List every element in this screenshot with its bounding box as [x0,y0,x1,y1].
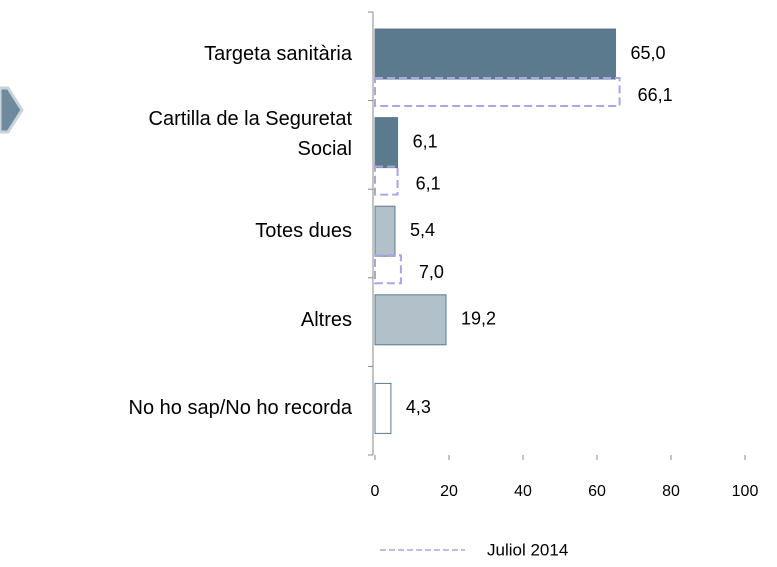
value-label: 7,0 [419,262,444,282]
bar-outline [374,77,621,107]
category-label: Cartilla de la Seguretat Social [148,107,352,160]
x-tick-label: 100 [732,483,759,500]
bar [374,382,392,434]
value-label: 6,1 [413,131,438,151]
legend-label: Juliol 2014 [487,540,568,559]
bar-outline [374,165,399,196]
value-label: 19,2 [461,309,496,329]
bar [374,205,396,257]
x-tick-label: 80 [662,483,680,500]
bar [374,294,447,346]
category-label: Targeta sanitària [204,43,352,65]
category-label: No ho sap/No ho recorda [128,397,352,420]
value-label: 66,1 [638,85,673,105]
bar-outline [374,254,402,285]
x-tick-label: 20 [440,483,458,500]
bar [374,117,399,169]
value-label: 65,0 [631,43,666,63]
value-label: 4,3 [406,397,431,417]
category-label: Altres [300,308,352,331]
value-label: 6,1 [416,173,441,193]
x-tick-label: 40 [514,483,532,500]
decoration-arrow [0,86,24,134]
bar [374,28,616,80]
value-label: 5,4 [410,220,435,240]
category-label: Totes dues [255,220,352,243]
x-tick-label: 60 [588,483,606,500]
x-tick-label: 0 [371,483,380,500]
